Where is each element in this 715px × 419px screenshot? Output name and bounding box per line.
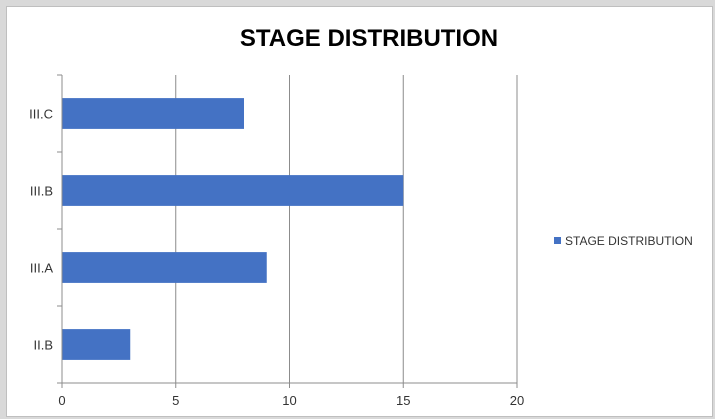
axes bbox=[57, 74, 518, 388]
chart-title: STAGE DISTRIBUTION bbox=[240, 25, 498, 52]
x-tick-label: 5 bbox=[172, 393, 179, 408]
x-tick-label: 15 bbox=[396, 393, 410, 408]
bar-iii-a bbox=[62, 252, 267, 283]
y-category-label: III.C bbox=[29, 107, 53, 122]
legend: STAGE DISTRIBUTION bbox=[554, 234, 693, 248]
y-category-label: III.B bbox=[30, 184, 53, 199]
x-tick-label: 20 bbox=[510, 393, 524, 408]
legend-label: STAGE DISTRIBUTION bbox=[565, 234, 693, 248]
chart-frame: STAGE DISTRIBUTION 0 5 10 15 20 II.B III.A III.… bbox=[6, 6, 713, 417]
x-tick-label: 10 bbox=[282, 393, 296, 408]
gridlines bbox=[175, 75, 518, 383]
bar-ii-b bbox=[62, 329, 131, 360]
bar-iii-c bbox=[62, 98, 244, 129]
bar-chart: STAGE DISTRIBUTION 0 5 10 15 20 II.B III.A III.… bbox=[29, 25, 693, 409]
bar-iii-b bbox=[62, 175, 404, 206]
tick-labels: 0 5 10 15 20 II.B III.A III.B III.C bbox=[29, 107, 524, 409]
y-category-label: III.A bbox=[30, 261, 53, 276]
bars bbox=[62, 98, 404, 360]
legend-swatch bbox=[554, 237, 561, 244]
x-tick-label: 0 bbox=[58, 393, 65, 408]
y-category-label: II.B bbox=[33, 338, 53, 353]
